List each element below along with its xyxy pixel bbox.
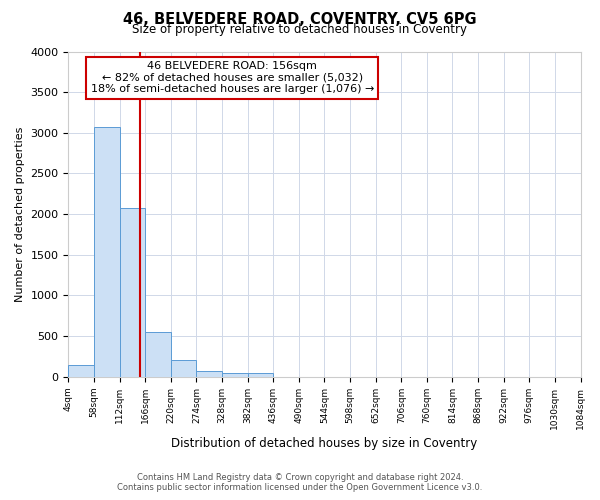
Bar [145,332,171,377]
Bar [171,360,196,377]
Bar [196,370,222,377]
Y-axis label: Number of detached properties: Number of detached properties [15,126,25,302]
Text: Size of property relative to detached houses in Coventry: Size of property relative to detached ho… [133,22,467,36]
Bar [119,208,145,377]
Text: Contains HM Land Registry data © Crown copyright and database right 2024.
Contai: Contains HM Land Registry data © Crown c… [118,473,482,492]
X-axis label: Distribution of detached houses by size in Coventry: Distribution of detached houses by size … [172,437,478,450]
Bar [94,127,119,377]
Text: 46 BELVEDERE ROAD: 156sqm
← 82% of detached houses are smaller (5,032)
18% of se: 46 BELVEDERE ROAD: 156sqm ← 82% of detac… [91,62,374,94]
Bar [68,364,94,377]
Bar [248,373,273,377]
Bar [222,373,248,377]
Text: 46, BELVEDERE ROAD, COVENTRY, CV5 6PG: 46, BELVEDERE ROAD, COVENTRY, CV5 6PG [123,12,477,28]
